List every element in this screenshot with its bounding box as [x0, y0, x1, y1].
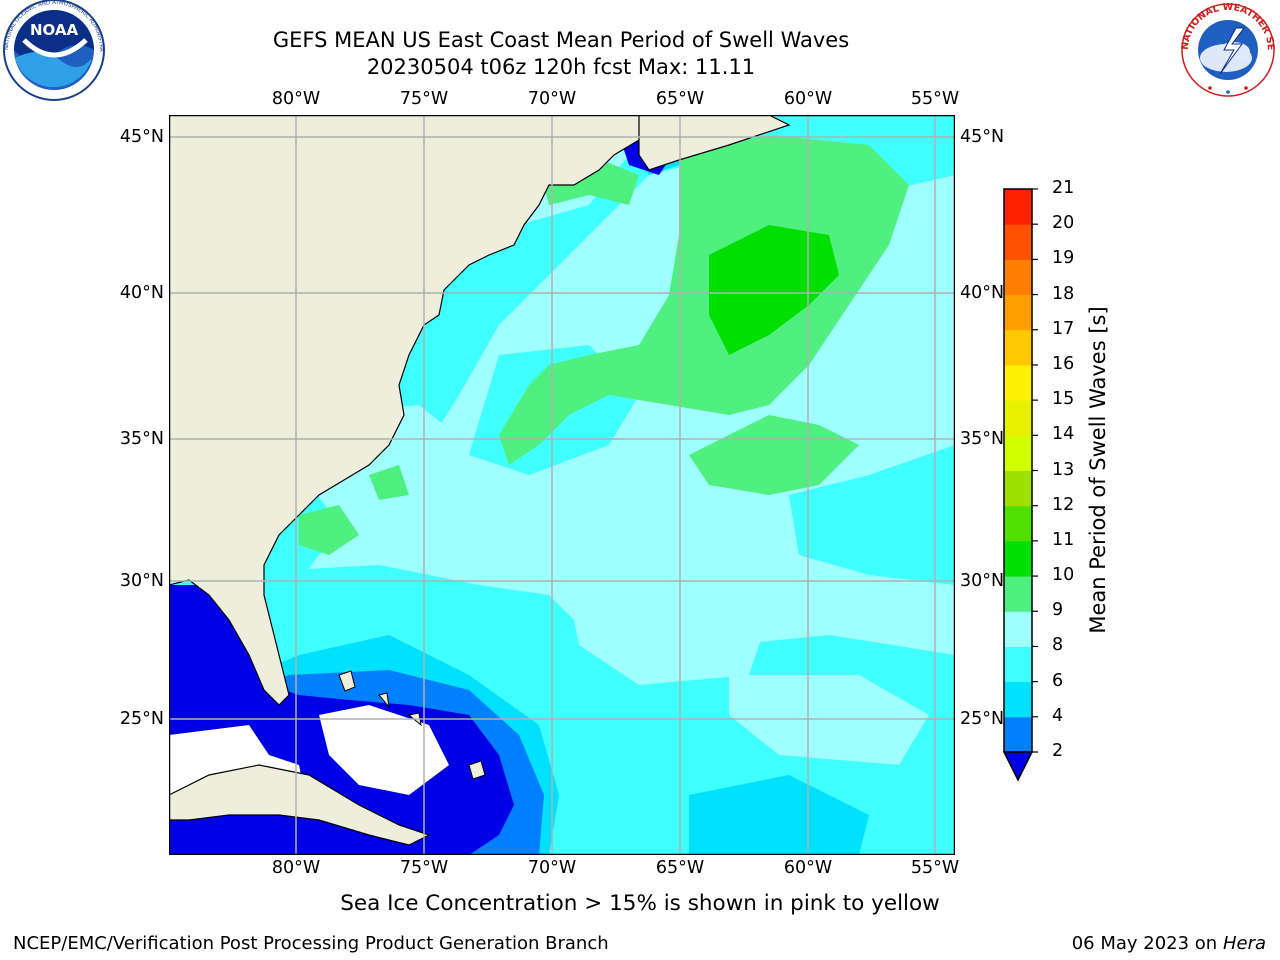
colorbar-band — [1004, 470, 1032, 507]
colorbar-band — [1004, 716, 1032, 753]
colorbar-tick-label: 16 — [1052, 353, 1075, 374]
lat-tick-label-right: 35°N — [960, 429, 1005, 449]
lon-tick-label-top: 80°W — [271, 89, 321, 109]
period-6-8-east — [789, 445, 954, 585]
lon-tick-label-top: 55°W — [910, 89, 960, 109]
colorbar-tick-label: 13 — [1052, 459, 1075, 480]
lon-tick-label-top: 70°W — [527, 89, 577, 109]
colorbar-band — [1004, 681, 1032, 718]
land-nova-scotia — [638, 115, 791, 171]
lat-tick-label-left: 45°N — [119, 127, 164, 147]
period-9-10-w — [369, 465, 409, 500]
noaa-logo: NOAA NATIONAL OCEANIC AND ATMOSPHERIC AD… — [0, 0, 105, 101]
colorbar — [1002, 188, 1038, 782]
colorbar-band — [1004, 435, 1032, 471]
period-10-11-core — [709, 225, 839, 355]
map-frame — [169, 115, 955, 855]
colorbar-band — [1004, 189, 1032, 225]
lon-tick-label-bottom: 75°W — [399, 858, 449, 878]
lon-tick-label-top: 65°W — [655, 89, 705, 109]
lon-tick-label-bottom: 60°W — [783, 858, 833, 878]
colorbar-band — [1004, 400, 1032, 436]
sea-ice-note: Sea Ice Concentration > 15% is shown in … — [340, 891, 940, 916]
colorbar-band — [1004, 646, 1032, 683]
colorbar-tick-label: 2 — [1052, 741, 1064, 761]
lon-tick-label-bottom: 55°W — [910, 858, 960, 878]
colorbar-band — [1004, 329, 1032, 366]
lat-tick-label-right: 25°N — [960, 709, 1005, 729]
colorbar-under-arrow — [1002, 751, 1034, 782]
colorbar-band — [1004, 540, 1032, 577]
colorbar-band — [1004, 294, 1032, 331]
lat-tick-label-right: 30°N — [960, 571, 1005, 591]
colorbar-band — [1004, 224, 1032, 260]
noaa-logo-text: NOAA — [30, 21, 79, 39]
colorbar-tick-label: 10 — [1052, 565, 1075, 586]
colorbar-band — [1004, 611, 1032, 647]
colorbar-tick-label: 6 — [1052, 670, 1064, 691]
colorbar-band — [1004, 364, 1032, 401]
period-9-10-sw — [299, 505, 359, 555]
swell-period-map — [169, 115, 955, 855]
colorbar-tick-label: 15 — [1052, 389, 1075, 410]
colorbar-tick-label: 12 — [1052, 494, 1075, 515]
host-name: Hera — [1222, 933, 1266, 954]
colorbar-tick-label: 19 — [1052, 248, 1075, 269]
lat-tick-label-left: 40°N — [119, 283, 164, 303]
colorbar-tick-label: 14 — [1052, 424, 1075, 445]
lat-tick-label-right: 40°N — [960, 283, 1005, 303]
colorbar-band — [1004, 505, 1032, 542]
land-north-america — [169, 115, 691, 706]
period-4-6-east — [689, 775, 869, 854]
land-bahamas — [338, 670, 486, 780]
lon-tick-label-bottom: 70°W — [527, 858, 577, 878]
colorbar-tick-label: 21 — [1052, 178, 1075, 198]
credit-text: NCEP/EMC/Verification Post Processing Pr… — [13, 933, 609, 954]
colorbar-tick-label: 8 — [1052, 635, 1064, 656]
map-subtitle: 20230504 t06z 120h fcst Max: 11.11 — [366, 55, 756, 79]
period-8-9-patch-d — [729, 675, 929, 765]
lat-tick-label-left: 35°N — [119, 429, 164, 449]
colorbar-tick-label: 9 — [1052, 600, 1064, 621]
run-date-text: 06 May 2023 on — [1071, 933, 1218, 954]
lat-tick-label-left: 30°N — [119, 571, 164, 591]
period-9-10-main — [499, 135, 909, 465]
lon-tick-label-bottom: 65°W — [655, 858, 705, 878]
map-title: GEFS MEAN US East Coast Mean Period of S… — [272, 28, 850, 52]
colorbar-tick-label: 18 — [1052, 283, 1075, 304]
lat-tick-label-right: 45°N — [960, 127, 1005, 147]
lon-tick-label-top: 60°W — [783, 89, 833, 109]
colorbar-title: Mean Period of Swell Waves [s] — [1086, 306, 1110, 634]
colorbar-tick-label: 17 — [1052, 318, 1075, 339]
land-cuba — [169, 764, 431, 846]
nws-logo: NATIONAL WEATHER SERVICE — [1176, 0, 1276, 97]
period-8-9-patch-c — [569, 585, 769, 685]
period-9-10-east — [689, 415, 859, 495]
colorbar-tick-label: 4 — [1052, 705, 1064, 726]
lon-tick-label-top: 75°W — [399, 89, 449, 109]
colorbar-tick-label: 11 — [1052, 529, 1075, 550]
lat-tick-label-left: 25°N — [119, 709, 164, 729]
run-date: 06 May 2023 on Hera — [1072, 933, 1266, 954]
graticule — [169, 115, 954, 854]
colorbar-tick-label: 20 — [1052, 213, 1075, 234]
lon-tick-label-bottom: 80°W — [271, 858, 321, 878]
no-data-region-2 — [319, 705, 449, 795]
colorbar-band — [1004, 259, 1032, 296]
colorbar-band — [1004, 576, 1032, 612]
